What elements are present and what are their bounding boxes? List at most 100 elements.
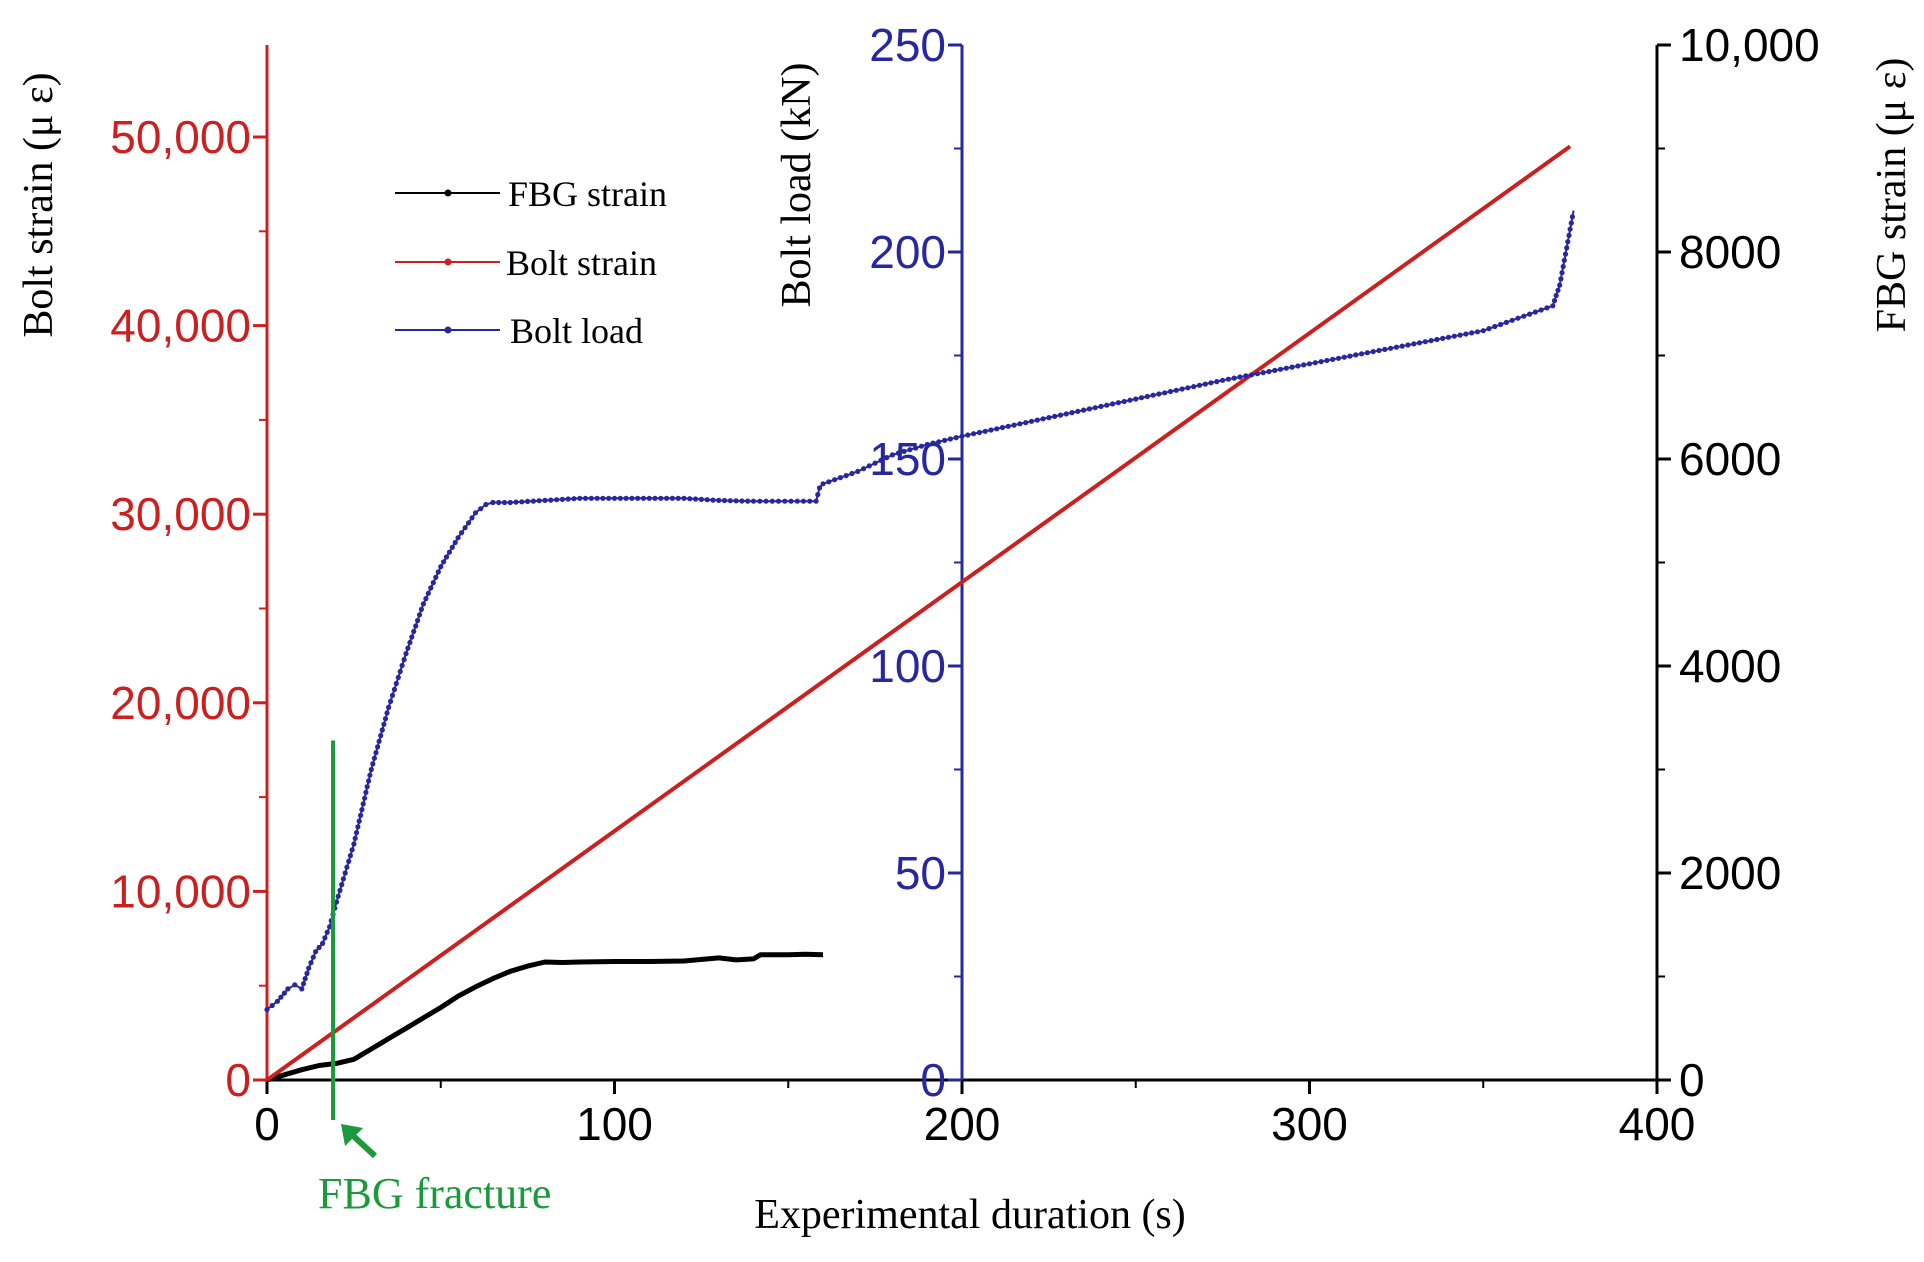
series-point-bolt-load xyxy=(264,1007,270,1013)
series-line-bolt-strain xyxy=(265,144,1572,1082)
series-point-bolt-load xyxy=(988,427,994,433)
series-point-bolt-load xyxy=(433,574,439,580)
series-point-bolt-load xyxy=(617,495,623,501)
series-point-bolt-load xyxy=(971,431,977,437)
series-point-bolt-load xyxy=(716,497,722,503)
series-point-bolt-load xyxy=(1185,385,1191,391)
series-point-bolt-load xyxy=(388,698,394,705)
series-point-bolt-load xyxy=(1555,287,1561,293)
series-point-bolt-load xyxy=(1075,408,1081,414)
series-point-bolt-load xyxy=(347,853,353,859)
annotation-group xyxy=(331,740,378,1159)
series-point-bolt-load xyxy=(884,455,890,461)
series-point-bolt-load xyxy=(418,606,424,613)
series-point-bolt-load xyxy=(849,470,855,477)
series-point-bolt-load xyxy=(687,496,693,502)
series-point-bolt-load xyxy=(982,428,988,434)
series-point-bolt-load xyxy=(393,680,399,687)
bolt-load-tick-label: 50 xyxy=(895,847,946,899)
series-point-bolt-load xyxy=(895,450,901,456)
series-point-bolt-load xyxy=(1243,373,1249,379)
series-point-bolt-load xyxy=(1515,315,1521,321)
legend-label-fbg-strain: FBG strain xyxy=(508,174,667,214)
series-point-bolt-load xyxy=(530,498,537,504)
series-point-bolt-load xyxy=(403,651,409,657)
series-point-bolt-load xyxy=(1266,368,1272,375)
series-point-bolt-load xyxy=(1562,251,1569,257)
series-point-bolt-load xyxy=(1260,370,1266,376)
series-point-bolt-load xyxy=(302,976,308,982)
series-point-bolt-load xyxy=(1098,403,1104,409)
series-point-bolt-load xyxy=(407,639,413,646)
series-point-bolt-load xyxy=(349,847,355,853)
series-point-bolt-load xyxy=(832,477,838,483)
legend-marker-bolt-load xyxy=(444,326,452,334)
series-point-bolt-load xyxy=(397,668,403,675)
series-point-bolt-load xyxy=(335,893,341,899)
series-point-bolt-load xyxy=(721,497,728,504)
series-point-bolt-load xyxy=(1295,363,1301,369)
series-point-bolt-load xyxy=(469,515,475,521)
series-point-bolt-load xyxy=(1474,329,1481,335)
series-point-bolt-load xyxy=(800,498,807,504)
fbg-strain-tick-label: 6000 xyxy=(1679,433,1781,485)
series-point-bolt-load xyxy=(582,495,589,501)
series-point-bolt-load xyxy=(1214,379,1220,385)
series-point-bolt-load xyxy=(1086,406,1092,412)
series-point-bolt-load xyxy=(953,435,959,441)
series-point-bolt-load xyxy=(1034,417,1040,423)
series-point-bolt-load xyxy=(878,457,884,463)
series-point-bolt-load xyxy=(395,674,401,681)
series-point-bolt-load xyxy=(327,924,333,930)
series-point-bolt-load xyxy=(1237,374,1243,380)
series-point-bolt-load xyxy=(299,986,305,992)
series-point-bolt-load xyxy=(1289,364,1295,370)
series-point-bolt-load xyxy=(918,443,925,449)
series-point-bolt-load xyxy=(364,784,370,790)
series-point-bolt-load xyxy=(542,497,548,503)
series-point-bolt-load xyxy=(594,495,600,501)
series-point-bolt-load xyxy=(1191,384,1197,390)
series-point-bolt-load xyxy=(1249,372,1255,378)
series-point-bolt-load xyxy=(342,870,348,876)
series-point-bolt-load xyxy=(478,506,484,512)
series-point-bolt-load xyxy=(363,789,369,796)
series-point-bolt-load xyxy=(788,498,794,504)
series-point-bolt-load xyxy=(316,944,322,951)
series-point-bolt-load xyxy=(1550,303,1556,309)
series-point-bolt-load xyxy=(1011,422,1017,428)
series-point-bolt-load xyxy=(1138,395,1145,401)
series-point-bolt-load xyxy=(435,569,441,575)
series-point-bolt-load xyxy=(1553,292,1559,299)
series-point-bolt-load xyxy=(907,447,913,453)
series-point-bolt-load xyxy=(1301,362,1307,368)
series-point-bolt-load xyxy=(525,498,531,504)
series-point-bolt-load xyxy=(1498,321,1504,328)
series-point-bolt-load xyxy=(304,970,310,977)
series-point-bolt-load xyxy=(807,498,813,504)
series-point-bolt-load xyxy=(501,499,508,506)
series-point-bolt-load xyxy=(462,525,468,531)
series-point-bolt-load xyxy=(1509,317,1515,323)
series-point-bolt-load xyxy=(646,495,652,501)
series-point-bolt-load xyxy=(775,498,782,504)
series-point-bolt-load xyxy=(733,498,739,504)
series-point-bolt-load xyxy=(1422,339,1428,345)
series-point-bolt-load xyxy=(1538,307,1544,313)
series-point-bolt-load xyxy=(942,437,948,443)
series-point-bolt-load xyxy=(815,492,821,498)
series-point-bolt-load xyxy=(1359,351,1365,357)
series-point-bolt-load xyxy=(1150,392,1156,398)
bolt-strain-axis-title: Bolt strain (μ ε) xyxy=(16,72,62,337)
series-point-bolt-load xyxy=(1220,377,1226,383)
series-point-bolt-load xyxy=(1092,405,1098,411)
series-point-bolt-load xyxy=(794,498,800,504)
axes-group: 0 100 200 300 400010,00020,00030,00040,00050… xyxy=(110,19,1819,1150)
series-point-bolt-load xyxy=(750,498,757,504)
series-point-bolt-load xyxy=(565,496,571,502)
series-point-bolt-load xyxy=(339,882,345,888)
bolt-load-tick-label: 100 xyxy=(869,640,946,692)
series-point-bolt-load xyxy=(1133,396,1139,402)
series-point-bolt-load xyxy=(1399,343,1405,349)
series-point-bolt-load xyxy=(1557,282,1563,288)
